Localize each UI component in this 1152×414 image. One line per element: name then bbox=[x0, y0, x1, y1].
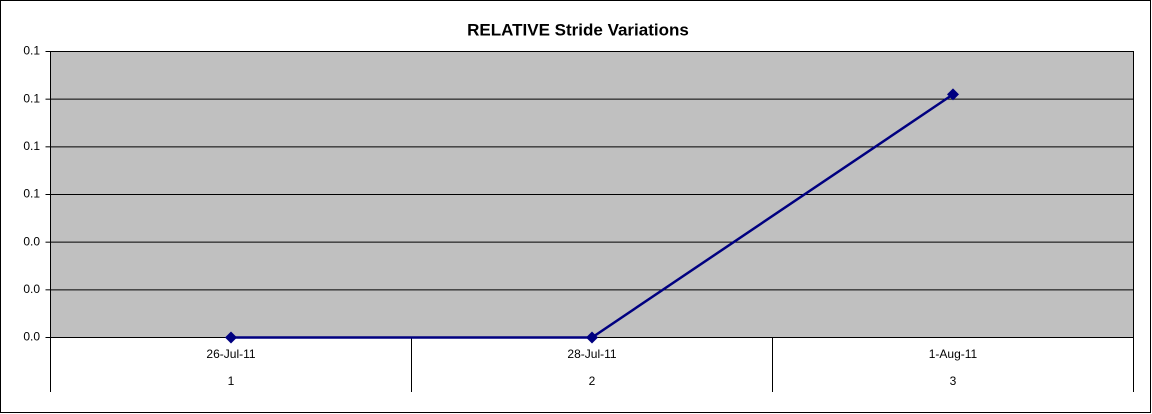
x-tick-label: 28-Jul-11 bbox=[567, 347, 616, 361]
y-tick-label: 0.0 bbox=[23, 234, 40, 248]
y-tick-label: 0.0 bbox=[23, 330, 40, 344]
y-tick-label: 0.1 bbox=[23, 139, 40, 153]
y-tick-label: 0.0 bbox=[23, 282, 40, 296]
y-tick-label: 0.1 bbox=[23, 187, 40, 201]
y-tick-label: 0.1 bbox=[23, 91, 40, 105]
data-marker bbox=[586, 331, 598, 344]
x-group-label: 3 bbox=[950, 374, 957, 388]
data-marker bbox=[225, 331, 237, 344]
x-tick-label: 26-Jul-11 bbox=[206, 347, 255, 361]
data-marker bbox=[947, 88, 959, 101]
chart-title: RELATIVE Stride Variations bbox=[467, 20, 689, 39]
y-tick-label: 0.1 bbox=[23, 44, 40, 58]
x-group-label: 1 bbox=[228, 374, 235, 388]
x-tick-label: 1-Aug-11 bbox=[929, 347, 978, 361]
x-group-label: 2 bbox=[589, 374, 596, 388]
